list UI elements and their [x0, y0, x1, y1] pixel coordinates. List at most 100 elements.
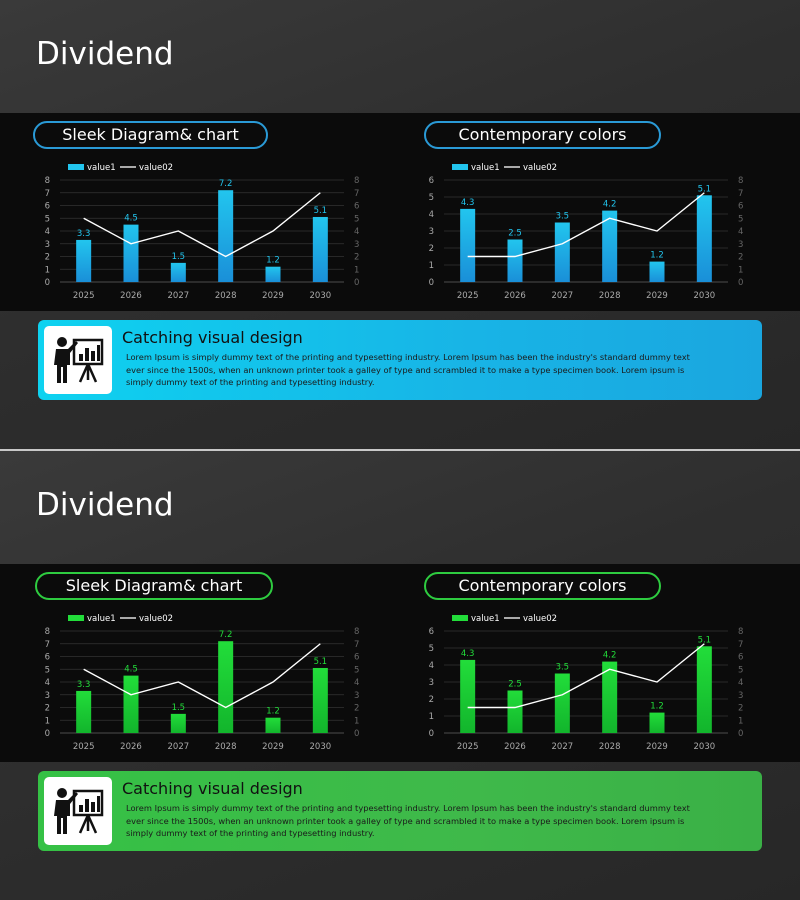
- bar-data-label: 1.2: [266, 256, 280, 266]
- bar-data-label: 1.2: [266, 707, 280, 717]
- y2-tick-label: 2: [738, 253, 743, 263]
- x-tick-label: 2027: [168, 742, 190, 752]
- y2-tick-label: 6: [738, 202, 743, 212]
- y-tick-label: 0: [429, 278, 434, 288]
- y-tick-label: 2: [45, 704, 50, 714]
- y-tick-label: 2: [429, 244, 434, 254]
- bar: [76, 690, 92, 733]
- y2-tick-label: 8: [354, 176, 359, 186]
- bar: [602, 210, 618, 282]
- bar-data-label: 3.3: [77, 229, 91, 239]
- bar-data-label: 4.2: [603, 200, 617, 210]
- x-tick-label: 2027: [168, 291, 190, 301]
- left-bar-line-chart: value1 value02 0 1 2 3 4 5 6 7 8 0 1 2 3 4 5 6 7 8 3.3 2025 4.…: [45, 614, 360, 752]
- legend-label-bar: value1: [87, 614, 116, 624]
- y-tick-label: 5: [45, 665, 50, 675]
- y-tick-label: 4: [45, 678, 50, 688]
- y2-tick-label: 2: [354, 253, 359, 263]
- x-tick-label: 2026: [120, 291, 142, 301]
- bar: [312, 216, 328, 282]
- y-tick-label: 1: [429, 712, 434, 722]
- bar: [649, 261, 665, 282]
- x-tick-label: 2030: [694, 291, 716, 301]
- bar-data-label: 4.3: [461, 198, 475, 208]
- y-tick-label: 6: [45, 202, 50, 212]
- legend-swatch-bar: [68, 164, 84, 170]
- x-tick-label: 2029: [262, 291, 284, 301]
- bar-data-label: 5.1: [698, 184, 712, 194]
- bar-data-label: 5.1: [314, 657, 328, 667]
- y2-tick-label: 7: [354, 189, 359, 199]
- y2-tick-label: 8: [738, 627, 743, 637]
- y-tick-label: 8: [45, 627, 50, 637]
- y2-tick-label: 2: [354, 704, 359, 714]
- bar-data-label: 4.2: [603, 651, 617, 661]
- bar-data-label: 1.2: [650, 251, 664, 261]
- y2-tick-label: 2: [738, 704, 743, 714]
- bar-data-label: 4.3: [461, 649, 475, 659]
- y2-tick-label: 7: [738, 189, 743, 199]
- right-panel-title: Contemporary colors: [424, 121, 661, 149]
- legend-label-bar: value1: [471, 163, 500, 173]
- slide-blue: Dividend Sleek Diagram& chart Contempora…: [0, 0, 800, 449]
- y2-tick-label: 6: [738, 653, 743, 663]
- y-tick-label: 5: [45, 214, 50, 224]
- y2-tick-label: 7: [354, 640, 359, 650]
- y2-tick-label: 4: [738, 678, 743, 688]
- y2-tick-label: 8: [738, 176, 743, 186]
- bar: [265, 717, 281, 733]
- info-text: Lorem Ipsum is simply dummy text of the …: [126, 352, 690, 387]
- bar: [265, 266, 281, 282]
- legend-swatch-bar: [452, 615, 468, 621]
- info-heading: Catching visual design: [122, 779, 303, 798]
- bar: [76, 239, 92, 282]
- y-tick-label: 3: [429, 678, 434, 688]
- info-text: Lorem Ipsum is simply dummy text of the …: [126, 803, 690, 838]
- y-tick-label: 5: [429, 644, 434, 654]
- x-tick-label: 2028: [599, 742, 621, 752]
- bar-data-label: 5.1: [698, 635, 712, 645]
- y2-tick-label: 0: [354, 278, 359, 288]
- bar: [312, 667, 328, 733]
- y2-tick-label: 1: [738, 265, 743, 275]
- y-tick-label: 5: [429, 193, 434, 203]
- y-tick-label: 7: [45, 189, 50, 199]
- y-tick-label: 1: [45, 265, 50, 275]
- y-tick-label: 1: [45, 716, 50, 726]
- y-tick-label: 4: [45, 227, 50, 237]
- y-tick-label: 3: [45, 240, 50, 250]
- y2-tick-label: 4: [354, 227, 359, 237]
- y2-tick-label: 0: [354, 729, 359, 739]
- x-tick-label: 2026: [120, 742, 142, 752]
- bar: [123, 224, 139, 282]
- legend-label-line: value02: [139, 614, 173, 624]
- x-tick-label: 2029: [262, 742, 284, 752]
- y2-tick-label: 1: [354, 265, 359, 275]
- y-tick-label: 0: [429, 729, 434, 739]
- series-line-value02: [83, 643, 321, 709]
- y-tick-label: 3: [429, 227, 434, 237]
- legend-swatch-bar: [452, 164, 468, 170]
- bar: [123, 675, 139, 733]
- x-tick-label: 2025: [457, 742, 479, 752]
- y2-tick-label: 3: [354, 240, 359, 250]
- y-tick-label: 0: [45, 278, 50, 288]
- bar-data-label: 2.5: [508, 680, 522, 690]
- bar: [170, 262, 186, 282]
- y2-tick-label: 3: [738, 240, 743, 250]
- legend-label-bar: value1: [87, 163, 116, 173]
- x-tick-label: 2025: [73, 291, 95, 301]
- x-tick-label: 2029: [646, 742, 668, 752]
- left-panel-title: Sleek Diagram& chart: [35, 572, 273, 600]
- bar-data-label: 5.1: [314, 206, 328, 216]
- x-tick-label: 2027: [552, 742, 574, 752]
- bar: [460, 659, 476, 733]
- y-tick-label: 7: [45, 640, 50, 650]
- bar: [218, 641, 234, 733]
- y2-tick-label: 3: [738, 691, 743, 701]
- y-tick-label: 2: [45, 253, 50, 263]
- bar-data-label: 7.2: [219, 179, 233, 189]
- y-tick-label: 3: [45, 691, 50, 701]
- series-line-value02: [467, 192, 705, 258]
- bar-data-label: 2.5: [508, 229, 522, 239]
